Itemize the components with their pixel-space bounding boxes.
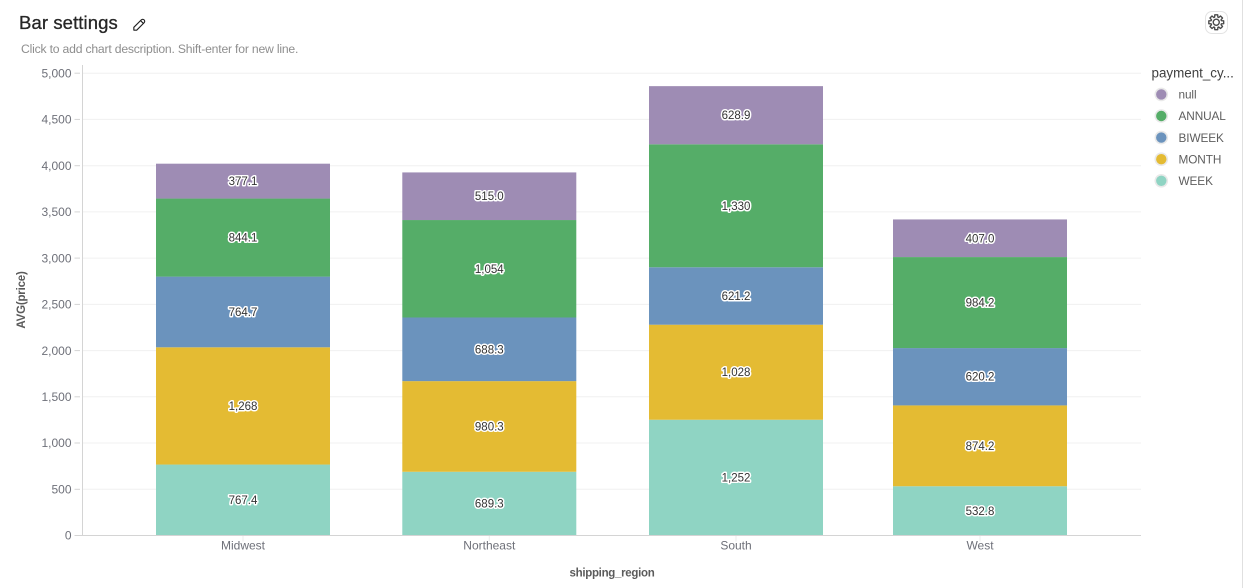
svg-text:767.4: 767.4 <box>229 495 258 507</box>
svg-text:620.2: 620.2 <box>966 372 995 384</box>
svg-text:shipping_region: shipping_region <box>570 568 655 580</box>
svg-text:621.2: 621.2 <box>722 291 751 303</box>
svg-text:407.0: 407.0 <box>966 233 995 245</box>
svg-text:688.3: 688.3 <box>475 344 504 356</box>
svg-text:null: null <box>1179 88 1197 102</box>
svg-text:1,028: 1,028 <box>722 367 751 379</box>
svg-text:377.1: 377.1 <box>229 176 258 188</box>
svg-text:628.9: 628.9 <box>722 110 751 122</box>
svg-text:1,268: 1,268 <box>229 401 258 413</box>
svg-text:1,252: 1,252 <box>722 473 751 485</box>
svg-text:844.1: 844.1 <box>229 233 258 245</box>
svg-text:980.3: 980.3 <box>475 421 504 433</box>
svg-text:2,000: 2,000 <box>41 344 71 358</box>
svg-text:764.7: 764.7 <box>229 307 258 319</box>
svg-text:500: 500 <box>51 483 71 497</box>
svg-text:515.0: 515.0 <box>475 191 504 203</box>
svg-text:1,054: 1,054 <box>475 264 504 276</box>
svg-text:984.2: 984.2 <box>966 298 995 310</box>
svg-text:MONTH: MONTH <box>1179 152 1222 166</box>
svg-text:BIWEEK: BIWEEK <box>1179 131 1225 145</box>
svg-text:AVG(price): AVG(price) <box>16 271 28 329</box>
svg-text:payment_cy...: payment_cy... <box>1152 66 1234 81</box>
svg-text:2,500: 2,500 <box>41 298 71 312</box>
svg-text:ANNUAL: ANNUAL <box>1179 109 1227 123</box>
svg-text:5,000: 5,000 <box>41 66 71 80</box>
svg-text:532.8: 532.8 <box>966 506 995 518</box>
svg-text:3,500: 3,500 <box>41 205 71 219</box>
svg-text:Northeast: Northeast <box>463 539 516 553</box>
svg-text:West: West <box>966 539 994 553</box>
svg-text:1,500: 1,500 <box>41 390 71 404</box>
svg-text:Midwest: Midwest <box>221 539 266 553</box>
svg-text:4,000: 4,000 <box>41 159 71 173</box>
svg-text:1,330: 1,330 <box>722 201 751 213</box>
svg-text:3,000: 3,000 <box>41 251 71 265</box>
svg-text:874.2: 874.2 <box>966 441 995 453</box>
svg-text:WEEK: WEEK <box>1179 174 1214 188</box>
svg-text:4,500: 4,500 <box>41 113 71 127</box>
svg-text:South: South <box>720 539 751 553</box>
svg-text:689.3: 689.3 <box>475 499 504 511</box>
svg-text:1,000: 1,000 <box>41 436 71 450</box>
svg-text:0: 0 <box>65 529 72 543</box>
